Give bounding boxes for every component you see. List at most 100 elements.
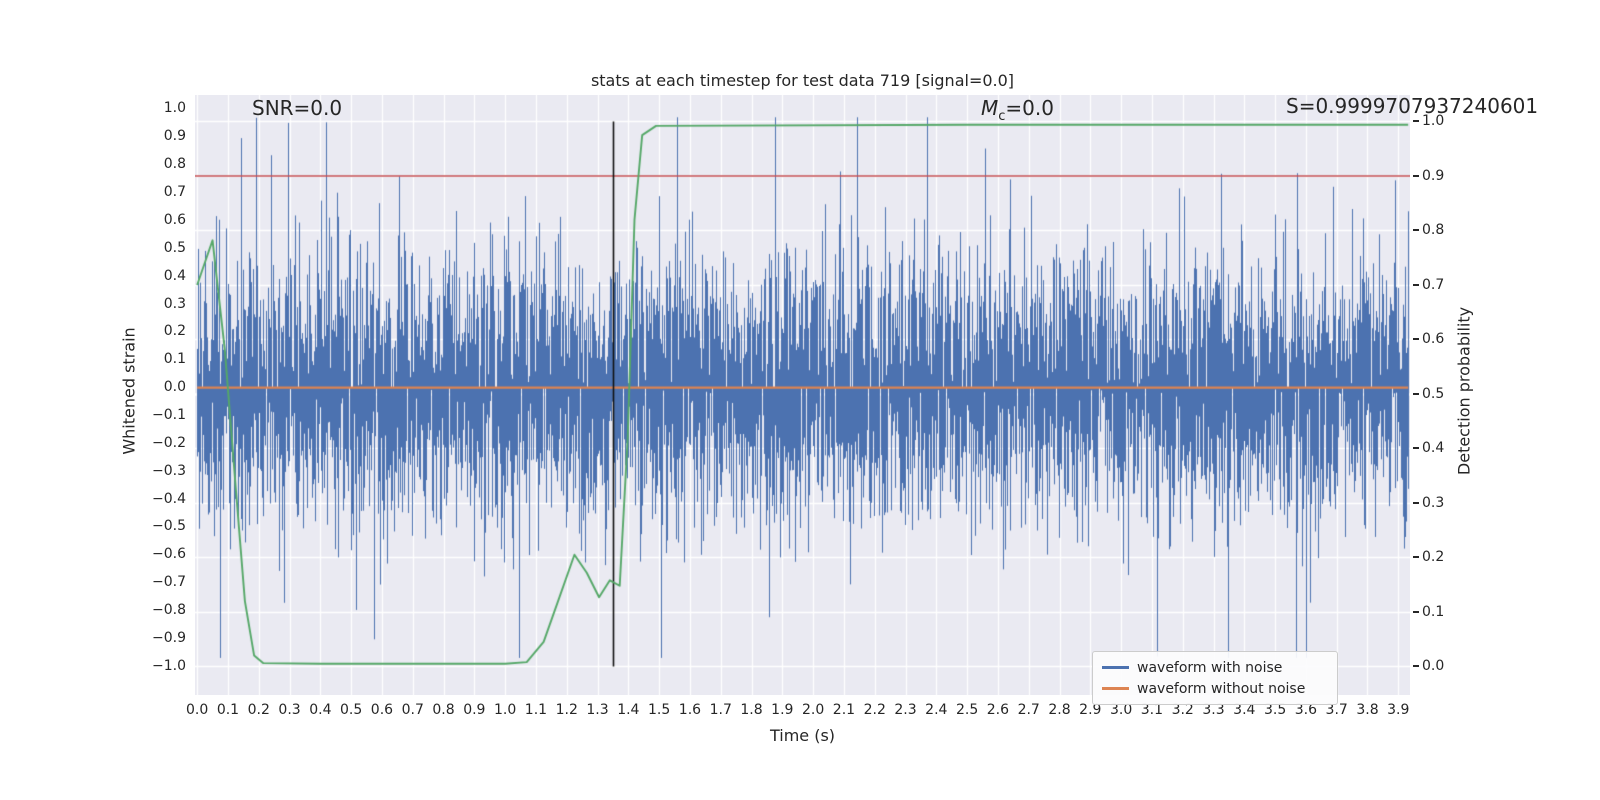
y-left-axis-label: Whitened strain bbox=[119, 327, 139, 455]
tick-mark-icon bbox=[1413, 556, 1419, 559]
annotation-chirp-mass: Mc=0.0 bbox=[981, 96, 1054, 124]
y-right-tick-label: 0.0 bbox=[1413, 658, 1444, 675]
x-tick-label: 0.8 bbox=[432, 702, 455, 718]
chart-title: stats at each timestep for test data 719… bbox=[590, 71, 1015, 90]
x-tick-label: 3.5 bbox=[1263, 702, 1287, 718]
tick-mark-icon bbox=[1413, 229, 1419, 232]
y-left-tick-label: 0.8 bbox=[163, 156, 186, 173]
tick-mark-icon bbox=[1413, 501, 1419, 504]
y-right-tick-text: 0.2 bbox=[1422, 549, 1445, 566]
x-tick-label: 2.8 bbox=[1048, 702, 1071, 718]
x-tick-label: 3.9 bbox=[1387, 702, 1410, 718]
x-tick-label: 1.8 bbox=[740, 702, 763, 718]
y-right-tick-label: 0.6 bbox=[1413, 331, 1444, 348]
legend-line-waveform-with-noise-icon bbox=[1102, 666, 1129, 669]
x-tick-label: 2.2 bbox=[863, 702, 886, 718]
y-left-tick-label: 0.5 bbox=[163, 239, 186, 256]
y-right-axis-label: Detection probability bbox=[1454, 306, 1474, 476]
x-tick-label: 0.9 bbox=[463, 702, 486, 718]
y-right-tick-label: 0.9 bbox=[1413, 167, 1444, 184]
x-tick-label: 2.7 bbox=[1017, 702, 1040, 718]
tick-mark-icon bbox=[1413, 392, 1419, 395]
x-tick-label: 2.3 bbox=[894, 702, 917, 718]
y-left-tick-label: −0.9 bbox=[152, 629, 186, 646]
x-tick-label: 1.0 bbox=[494, 702, 517, 718]
x-tick-label: 2.4 bbox=[925, 702, 948, 718]
annotation-snr: SNR=0.0 bbox=[252, 96, 343, 120]
x-tick-label: 0.0 bbox=[186, 702, 209, 718]
tick-mark-icon bbox=[1413, 447, 1419, 450]
x-tick-label: 2.0 bbox=[801, 702, 825, 718]
x-tick-label: 0.3 bbox=[278, 702, 301, 718]
x-tick-label: 0.6 bbox=[370, 702, 394, 718]
y-left-tick-label: −0.8 bbox=[152, 602, 186, 619]
y-right-tick-text: 0.1 bbox=[1422, 603, 1445, 620]
x-tick-label: 0.5 bbox=[340, 702, 363, 718]
legend-item-waveform-with-noise: waveform with noise bbox=[1102, 657, 1328, 678]
y-left-tick-label: 0.0 bbox=[163, 379, 186, 396]
x-axis-label: Time (s) bbox=[769, 726, 836, 745]
y-right-tick-text: 0.8 bbox=[1422, 222, 1445, 239]
legend-label: waveform with noise bbox=[1137, 659, 1283, 676]
x-tick-label: 3.0 bbox=[1109, 702, 1133, 718]
x-tick-label: 0.7 bbox=[401, 702, 424, 718]
y-right-tick-label: 0.2 bbox=[1413, 549, 1444, 566]
chirp-mass-value: =0.0 bbox=[1005, 96, 1054, 120]
x-tick-label: 3.8 bbox=[1356, 702, 1379, 718]
y-right-tick-label: 0.4 bbox=[1413, 440, 1444, 457]
y-left-tick-label: 0.9 bbox=[163, 128, 186, 145]
y-right-tick-label: 0.1 bbox=[1413, 603, 1444, 620]
y-right-tick-text: 0.3 bbox=[1422, 494, 1445, 511]
x-tick-label: 3.7 bbox=[1325, 702, 1348, 718]
tick-mark-icon bbox=[1413, 283, 1419, 286]
y-left-tick-label: 0.4 bbox=[163, 267, 186, 284]
legend: waveform with noise waveform without noi… bbox=[1092, 651, 1338, 705]
y-right-tick-text: 0.7 bbox=[1422, 276, 1445, 293]
y-right-tick-label: 1.0 bbox=[1413, 113, 1444, 130]
y-right-tick-label: 0.8 bbox=[1413, 222, 1444, 239]
y-left-tick-label: −1.0 bbox=[152, 657, 186, 674]
y-left-tick-label: −0.3 bbox=[152, 462, 186, 479]
x-tick-label: 1.2 bbox=[555, 702, 578, 718]
y-left-tick-label: 0.2 bbox=[163, 323, 186, 340]
y-right-tick-text: 0.9 bbox=[1422, 167, 1445, 184]
tick-mark-icon bbox=[1413, 665, 1419, 668]
x-tick-label: 3.4 bbox=[1233, 702, 1256, 718]
tick-mark-icon bbox=[1413, 338, 1419, 341]
x-tick-label: 1.6 bbox=[678, 702, 702, 718]
y-right-tick-text: 1.0 bbox=[1422, 113, 1445, 130]
x-tick-label: 2.9 bbox=[1079, 702, 1102, 718]
tick-mark-icon bbox=[1413, 174, 1419, 177]
y-right-tick-label: 0.3 bbox=[1413, 494, 1444, 511]
x-tick-label: 0.1 bbox=[216, 702, 240, 718]
y-right-tick-text: 0.5 bbox=[1422, 385, 1445, 402]
x-tick-label: 2.1 bbox=[832, 702, 856, 718]
x-tick-label: 1.1 bbox=[524, 702, 548, 718]
x-tick-label: 0.2 bbox=[247, 702, 270, 718]
legend-line-waveform-without-noise-icon bbox=[1102, 687, 1129, 690]
y-left-tick-label: 0.6 bbox=[163, 211, 186, 228]
chirp-mass-symbol: M bbox=[981, 96, 999, 120]
x-tick-label: 2.6 bbox=[986, 702, 1010, 718]
x-tick-label: 1.9 bbox=[771, 702, 794, 718]
y-right-tick-text: 0.4 bbox=[1422, 440, 1445, 457]
y-left-tick-label: 0.7 bbox=[163, 184, 186, 201]
y-right-tick-label: 0.7 bbox=[1413, 276, 1444, 293]
x-tick-label: 2.5 bbox=[955, 702, 979, 718]
y-left-tick-label: −0.4 bbox=[152, 490, 186, 507]
y-left-tick-label: −0.2 bbox=[152, 434, 186, 451]
x-tick-label: 0.4 bbox=[309, 702, 332, 718]
y-left-tick-label: −0.1 bbox=[152, 406, 186, 423]
x-tick-label: 1.5 bbox=[647, 702, 671, 718]
chirp-mass-subscript: c bbox=[998, 109, 1006, 124]
x-tick-label: 3.3 bbox=[1202, 702, 1225, 718]
y-left-tick-label: 0.1 bbox=[163, 351, 186, 368]
y-left-tick-label: −0.5 bbox=[152, 518, 186, 535]
x-tick-label: 3.2 bbox=[1171, 702, 1194, 718]
y-left-tick-label: 1.0 bbox=[163, 100, 186, 117]
y-right-tick-label: 0.5 bbox=[1413, 385, 1444, 402]
y-right-tick-text: 0.0 bbox=[1422, 658, 1445, 675]
x-tick-label: 3.6 bbox=[1294, 702, 1318, 718]
plot-canvas bbox=[195, 95, 1410, 695]
